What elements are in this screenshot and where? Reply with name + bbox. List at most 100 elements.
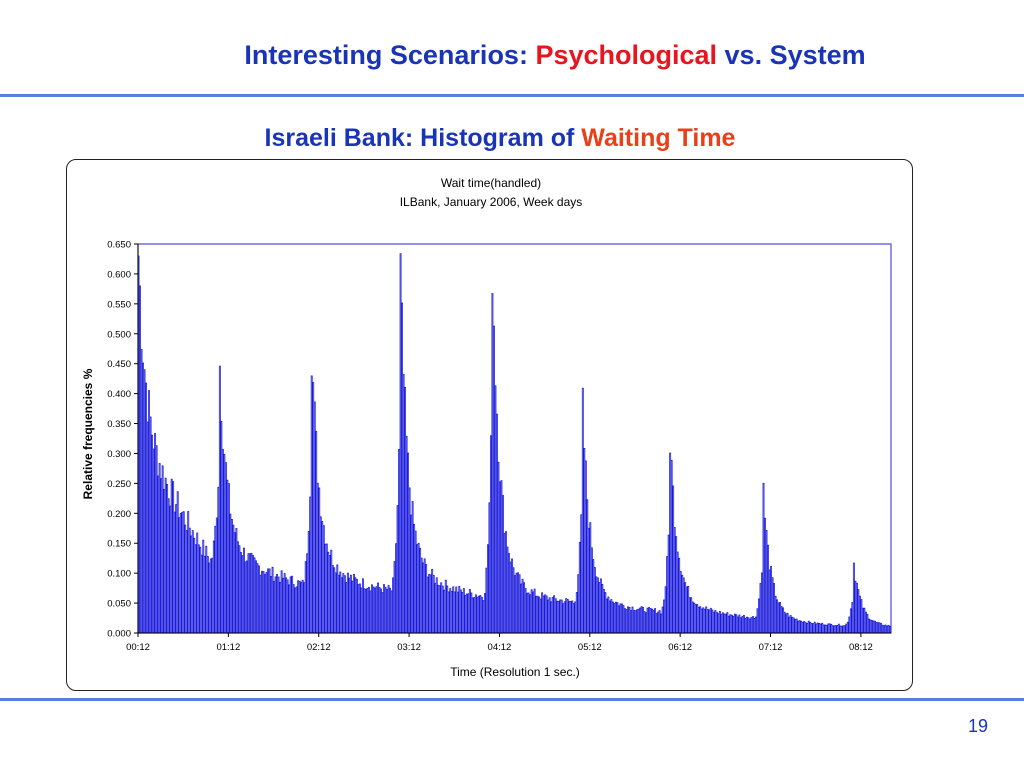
histogram-bar [557, 601, 560, 634]
histogram-bar [440, 582, 443, 634]
histogram-bar [645, 612, 647, 634]
histogram-bar [827, 623, 830, 634]
histogram-bar [486, 544, 489, 634]
histogram-bar [840, 625, 843, 634]
histogram-bar [438, 585, 441, 634]
histogram-bar [476, 596, 479, 634]
histogram-bar [780, 606, 783, 634]
histogram-bar [556, 600, 559, 634]
histogram-bar [387, 585, 390, 634]
histogram-bar [336, 564, 339, 634]
histogram-bar [624, 608, 626, 634]
histogram-bar [312, 382, 315, 634]
histogram-bar [441, 585, 444, 634]
histogram-bar [279, 581, 282, 634]
histogram-bar [393, 561, 396, 634]
x-tick-label: 02:12 [307, 642, 331, 653]
histogram-bar [538, 596, 541, 634]
histogram-bar [328, 555, 331, 634]
x-tick-label: 04:12 [488, 642, 512, 653]
histogram-bar [565, 598, 568, 634]
histogram-bar [768, 569, 771, 634]
histogram-bar [366, 587, 369, 634]
histogram-bar [482, 600, 485, 634]
histogram-bar [229, 513, 232, 634]
histogram-bar [340, 577, 343, 634]
histogram-bar [386, 589, 388, 634]
histogram-bar [774, 595, 777, 634]
histogram-bar [503, 532, 506, 634]
histogram-bar [307, 530, 310, 634]
histogram-bar [806, 623, 809, 634]
histogram-bar [493, 325, 495, 634]
histogram-bar [428, 574, 431, 634]
histogram-bar [236, 541, 239, 634]
histogram-bar [196, 532, 199, 634]
histogram-bar [390, 590, 393, 634]
y-tick-label: 0.250 [107, 479, 131, 490]
histogram-bar [833, 625, 836, 634]
histogram-bar [197, 544, 200, 634]
histogram-bar [767, 544, 769, 634]
histogram-bar [241, 555, 244, 634]
histogram-bar [214, 525, 217, 634]
histogram-bar [839, 625, 842, 634]
histogram-bar [304, 561, 307, 634]
slide-title-part2: vs. System [717, 40, 866, 70]
histogram-bar [343, 575, 346, 634]
histogram-bar [220, 421, 223, 634]
histogram-bar [755, 616, 757, 634]
histogram-bar [605, 598, 608, 634]
histogram-bar [401, 302, 403, 634]
histogram-bar [773, 583, 775, 634]
histogram-bar [544, 594, 547, 634]
histogram-bar [530, 589, 533, 634]
histogram-bar [880, 623, 882, 634]
histogram-bar [747, 617, 750, 634]
histogram-bar [756, 608, 759, 634]
histogram-bar [491, 293, 494, 634]
histogram-bar [378, 587, 381, 634]
histogram-bar [157, 475, 160, 634]
histogram-bar [319, 516, 322, 634]
histogram-bar [630, 610, 632, 634]
histogram-bar [423, 558, 426, 634]
histogram-bar [860, 599, 863, 634]
histogram-bar [690, 597, 693, 634]
histogram-bar [571, 600, 574, 634]
histogram-bar [193, 537, 196, 634]
histogram-bar [643, 611, 646, 634]
histogram-bar [184, 524, 187, 634]
histogram-bar [166, 484, 169, 634]
histogram-bar [526, 592, 528, 634]
histogram-bar [468, 589, 471, 634]
histogram-bar [509, 561, 512, 634]
histogram-bar [533, 588, 536, 634]
histogram-bar [601, 583, 604, 634]
histogram-bar [250, 552, 253, 634]
y-tick-label: 0.450 [107, 359, 131, 370]
histogram-bar [791, 616, 794, 634]
slide-title: Interesting Scenarios: Psychological vs.… [0, 40, 1024, 71]
histogram-bar [578, 541, 581, 634]
histogram-bar [735, 614, 738, 634]
histogram-bar [330, 549, 333, 634]
histogram-bar [598, 582, 601, 634]
histogram-bar [758, 598, 760, 634]
histogram-bar [616, 602, 619, 634]
histogram-bar [434, 582, 437, 634]
histogram-bar [185, 530, 188, 634]
histogram-bar [800, 620, 803, 634]
histogram-bar [529, 594, 532, 634]
histogram-bar [753, 618, 756, 634]
histogram-bar [871, 620, 873, 634]
histogram-bar [721, 612, 724, 634]
histogram-bar [346, 572, 349, 634]
histogram-bar [494, 385, 497, 634]
histogram-bar [514, 575, 516, 634]
histogram-bar [569, 601, 572, 634]
histogram-bar [515, 572, 518, 634]
histogram-bar [542, 595, 545, 634]
histogram-bar [485, 567, 488, 634]
histogram-bar [590, 547, 593, 634]
